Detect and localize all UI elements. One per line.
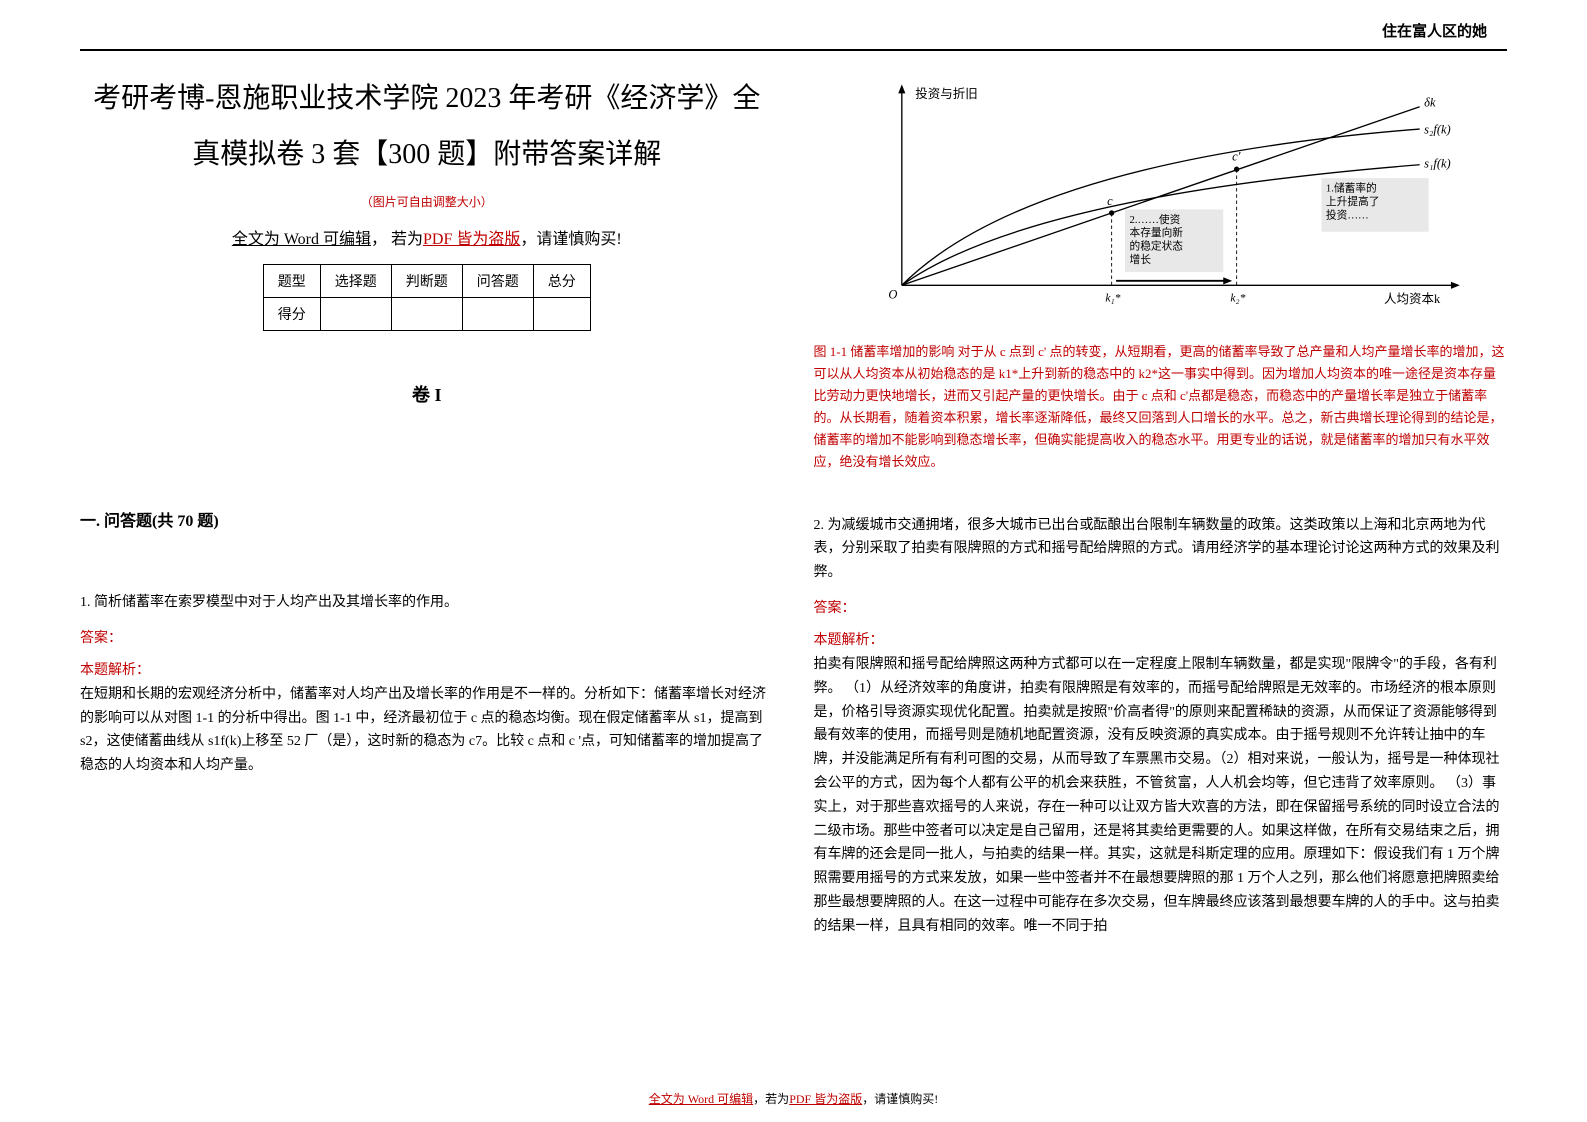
svg-text:2.……使资: 2.……使资 — [1129, 213, 1180, 226]
svg-text:投资……: 投资…… — [1325, 208, 1368, 221]
svg-text:k₂*: k₂* — [1230, 291, 1245, 304]
section-title: 一. 问答题(共 70 题) — [80, 507, 774, 531]
header-right-text: 住在富人区的她 — [80, 20, 1507, 41]
x-axis-label: 人均资本k — [1383, 292, 1440, 306]
q2-analysis: 拍卖有限牌照和摇号配给牌照这两种方式都可以在一定程度上限制车辆数量，都是实现"限… — [814, 653, 1508, 939]
edit-note-tail: ，请谨慎购买! — [520, 231, 621, 248]
table-row: 得分 — [263, 298, 590, 331]
table-cell — [391, 298, 462, 331]
figure-caption: 图 1-1 储蓄率增加的影响 对于从 c 点到 c' 点的转变，从短期看，更高的… — [814, 341, 1508, 474]
svg-text:c: c — [1107, 194, 1113, 208]
q1-analysis-label: 本题解析： — [80, 659, 774, 679]
svg-text:s₁f(k): s₁f(k) — [1424, 156, 1451, 170]
footer-tail: ，请谨慎购买! — [862, 1092, 938, 1106]
table-cell: 问答题 — [462, 265, 533, 298]
edit-note-pdf: PDF 皆为盗版 — [423, 231, 520, 248]
table-cell: 得分 — [263, 298, 320, 331]
table-cell: 判断题 — [391, 265, 462, 298]
table-cell: 选择题 — [320, 265, 391, 298]
edit-note: 全文为 Word 可编辑， 若为PDF 皆为盗版，请谨慎购买! — [80, 225, 774, 249]
svg-text:k₁*: k₁* — [1105, 291, 1120, 304]
footer: 全文为 Word 可编辑，若为PDF 皆为盗版，请谨慎购买! — [0, 1090, 1587, 1107]
header-divider — [80, 49, 1507, 51]
edit-note-sep1: ， 若为 — [371, 231, 423, 248]
right-column: 投资与折旧 人均资本k O δk s₂f(k) s₁f(k) c c' — [814, 71, 1508, 951]
content-wrapper: 考研考博-恩施职业技术学院 2023 年考研《经济学》全真模拟卷 3 套【300… — [80, 71, 1507, 951]
svg-text:的稳定状态: 的稳定状态 — [1129, 240, 1183, 253]
chart-svg: 投资与折旧 人均资本k O δk s₂f(k) s₁f(k) c c' — [814, 71, 1508, 321]
left-column: 考研考博-恩施职业技术学院 2023 年考研《经济学》全真模拟卷 3 套【300… — [80, 71, 774, 951]
table-cell: 总分 — [533, 265, 590, 298]
q1-analysis: 在短期和长期的宏观经济分析中，储蓄率对人均产出及增长率的作用是不一样的。分析如下… — [80, 683, 774, 778]
subtitle: （图片可自由调整大小） — [80, 193, 774, 210]
edit-note-word: 全文为 Word 可编辑 — [232, 231, 371, 248]
solow-chart: 投资与折旧 人均资本k O δk s₂f(k) s₁f(k) c c' — [814, 71, 1508, 326]
table-cell — [320, 298, 391, 331]
table-cell — [462, 298, 533, 331]
score-table: 题型 选择题 判断题 问答题 总分 得分 — [263, 264, 591, 331]
footer-sep1: ，若为 — [753, 1092, 789, 1106]
svg-text:c': c' — [1232, 149, 1241, 163]
table-cell: 题型 — [263, 265, 320, 298]
footer-pdf: PDF 皆为盗版 — [789, 1092, 862, 1106]
table-cell — [533, 298, 590, 331]
q2-answer-label: 答案： — [814, 597, 1508, 617]
footer-word: 全文为 Word 可编辑 — [649, 1092, 753, 1106]
document-title: 考研考博-恩施职业技术学院 2023 年考研《经济学》全真模拟卷 3 套【300… — [80, 71, 774, 183]
svg-text:s₂f(k): s₂f(k) — [1424, 123, 1451, 137]
svg-text:上升提高了: 上升提高了 — [1325, 195, 1379, 208]
svg-text:本存量向新: 本存量向新 — [1129, 226, 1183, 239]
y-axis-label: 投资与折旧 — [915, 86, 978, 101]
q2-analysis-label: 本题解析： — [814, 629, 1508, 649]
q1-answer-label: 答案： — [80, 627, 774, 647]
svg-text:增长: 增长 — [1129, 253, 1151, 266]
svg-text:δk: δk — [1424, 96, 1436, 110]
svg-text:1.储蓄率的: 1.储蓄率的 — [1325, 182, 1376, 195]
juan-label: 卷 I — [80, 381, 774, 407]
table-header-row: 题型 选择题 判断题 问答题 总分 — [263, 265, 590, 298]
q1-question: 1. 简析储蓄率在索罗模型中对于人均产出及其增长率的作用。 — [80, 591, 774, 615]
svg-text:O: O — [888, 288, 897, 302]
q2-question: 2. 为减缓城市交通拥堵，很多大城市已出台或酝酿出台限制车辆数量的政策。这类政策… — [814, 514, 1508, 585]
